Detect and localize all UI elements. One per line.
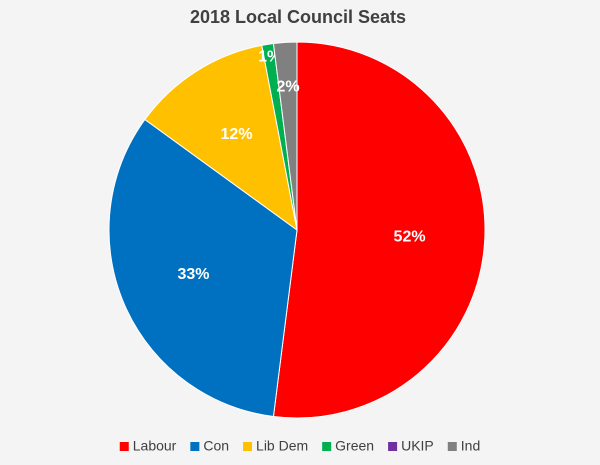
pie-slice [272, 41, 298, 231]
legend-swatch [190, 442, 200, 451]
data-label: 12% [221, 126, 253, 143]
legend-swatch [322, 442, 332, 451]
pie-slice [108, 118, 298, 418]
legend-label: UKIP [401, 438, 434, 454]
pie-slice [144, 44, 298, 232]
legend-swatch [243, 442, 253, 451]
data-label: 52% [394, 228, 426, 245]
legend-swatch [447, 442, 457, 451]
legend-swatch [119, 442, 129, 451]
legend-label: Con [203, 438, 229, 454]
data-label: 33% [177, 266, 209, 283]
legend-label: Labour [133, 438, 177, 454]
pie-slice [272, 41, 486, 419]
legend-label: Ind [461, 438, 480, 454]
chart-title: 2018 Local Council Seats [190, 7, 406, 27]
data-label: 2% [276, 79, 299, 96]
legend-swatch [388, 442, 398, 451]
legend-label: Green [335, 438, 374, 454]
legend-label: Lib Dem [256, 438, 308, 454]
